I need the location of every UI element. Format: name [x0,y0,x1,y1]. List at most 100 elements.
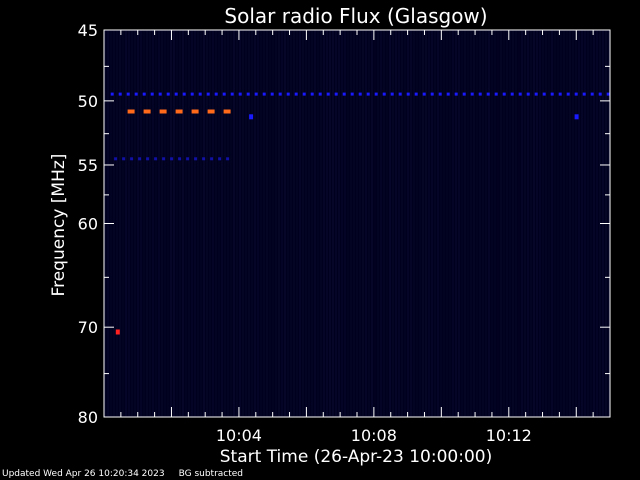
time-column [554,30,556,417]
time-column [425,30,427,417]
time-column [356,30,358,417]
time-column [206,30,208,417]
time-column [134,30,136,417]
narrow-band-blue-segment [254,92,258,96]
time-column [428,30,430,417]
time-column [464,30,466,417]
time-column [242,30,244,417]
time-column [230,30,232,417]
time-column [404,30,406,417]
narrow-band-dim-segment [162,157,166,161]
narrow-band-dim-segment [138,157,142,161]
emission-features [110,92,610,335]
narrow-band-blue-segment [454,92,458,96]
x-tick-label: 10:04 [216,426,262,445]
footer: Updated Wed Apr 26 10:20:34 2023 BG subtr… [2,469,257,479]
time-column [116,30,118,417]
time-column [590,30,592,417]
time-column [545,30,547,417]
time-column [410,30,412,417]
narrow-band-dim-segment [154,157,158,161]
narrow-band-blue-segment [262,92,266,96]
narrow-band-blue-segment [134,92,138,96]
time-column [122,30,124,417]
narrow-band-blue-segment [438,92,442,96]
time-column [530,30,532,417]
time-column [212,30,214,417]
narrow-band-blue-segment [230,92,234,96]
time-column [533,30,535,417]
time-column [422,30,424,417]
time-column [281,30,283,417]
time-column [284,30,286,417]
time-column [383,30,385,417]
narrow-band-blue-segment [542,92,546,96]
narrow-band-blue-segment [310,92,314,96]
time-column [479,30,481,417]
time-column [386,30,388,417]
narrow-band-dim-segment [130,157,134,161]
time-column [299,30,301,417]
time-column [254,30,256,417]
time-column [440,30,442,417]
time-column [365,30,367,417]
time-column [485,30,487,417]
narrow-band-blue-segment [278,92,282,96]
time-column [359,30,361,417]
time-column [218,30,220,417]
time-column [119,30,121,417]
narrow-band-dim-segment [146,157,150,161]
narrow-band-blue-segment [238,92,242,96]
time-column [215,30,217,417]
time-column [503,30,505,417]
time-column [266,30,268,417]
time-column [290,30,292,417]
narrow-band-blue-segment [486,92,490,96]
time-column [146,30,148,417]
time-column [188,30,190,417]
time-column [155,30,157,417]
narrow-band-dim-segment [122,157,126,161]
narrow-band-dim-segment [202,157,206,161]
time-column [314,30,316,417]
time-column [251,30,253,417]
narrow-band-blue-segment [446,92,450,96]
time-column [512,30,514,417]
time-column [497,30,499,417]
time-column [293,30,295,417]
narrow-band-blue-segment [334,92,338,96]
time-column [308,30,310,417]
narrow-band-blue-segment [502,92,506,96]
time-column [377,30,379,417]
time-column [368,30,370,417]
time-column [584,30,586,417]
x-tick-label: 10:12 [486,426,532,445]
narrow-band-blue-segment [150,92,154,96]
time-column [170,30,172,417]
time-column [434,30,436,417]
time-column [569,30,571,417]
time-column [236,30,238,417]
narrow-band-blue-segment [590,92,594,96]
time-column [446,30,448,417]
narrow-band-orange-segment [159,109,167,114]
time-column [596,30,598,417]
time-column [401,30,403,417]
time-column [317,30,319,417]
spot-c [115,329,120,335]
narrow-band-blue-segment [606,92,610,96]
time-column [527,30,529,417]
y-tick-label: 70 [78,318,98,337]
time-column [350,30,352,417]
time-column [233,30,235,417]
time-column [452,30,454,417]
time-column [269,30,271,417]
time-column [500,30,502,417]
axes: 10:04 10:08 10:12 45 50 55 60 70 80 [78,21,611,445]
time-column [536,30,538,417]
time-column [191,30,193,417]
time-column [548,30,550,417]
narrow-band-blue-segment [126,92,130,96]
narrow-band-orange-segment [127,109,135,114]
narrow-band-blue-segment [118,92,122,96]
